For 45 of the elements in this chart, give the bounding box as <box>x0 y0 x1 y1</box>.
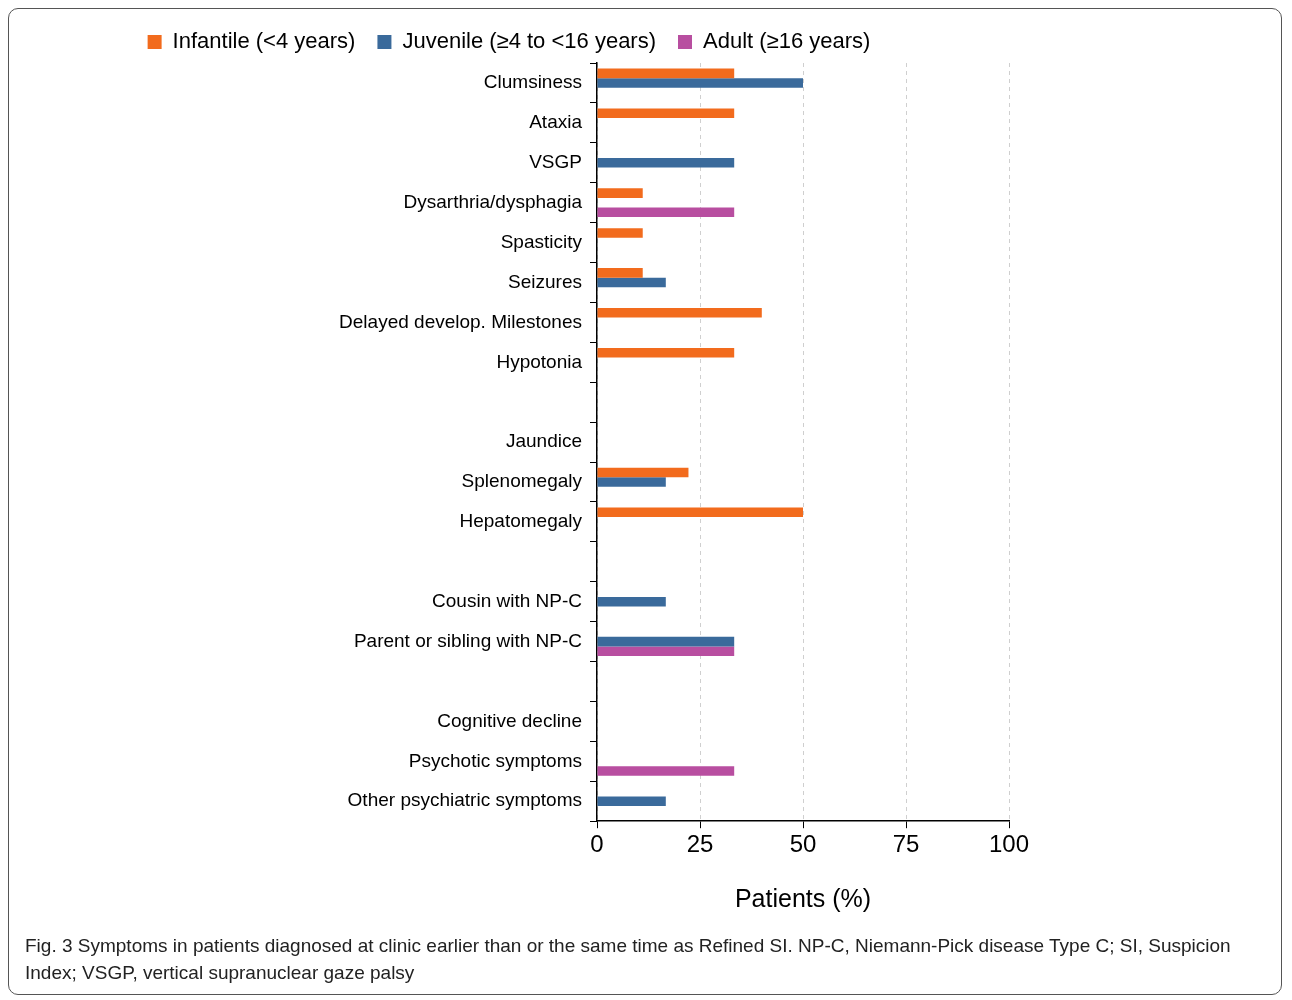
bar <box>597 596 666 607</box>
bar <box>597 108 735 119</box>
legend-label: Juvenile (≥4 to <16 years) <box>402 28 657 54</box>
x-tick-label: 100 <box>988 830 1030 858</box>
y-tick-label: Cognitive decline <box>437 709 582 731</box>
legend-label: Adult (≥16 years) <box>703 28 871 54</box>
y-tick-label: Cousin with NP-C <box>432 589 582 611</box>
y-tick-label: Jaundice <box>505 430 582 452</box>
x-axis-title: Patients (%) <box>734 883 872 912</box>
bar <box>597 188 643 198</box>
caption: Fig. 3 Symptoms in patients diagnosed at clinic earlier than or the same time as Refined SI. NP-C, Niemann-Pick disease Type C; SI, Suspicion Index; VSGP, vertical supranuclear gaze palsy <box>24 934 1232 985</box>
y-tick-label: Spasticity <box>500 230 583 252</box>
y-tick-label: Ataxia <box>529 111 583 133</box>
y-tick-label: Seizures <box>508 270 582 292</box>
bar <box>597 68 735 79</box>
bar <box>597 477 666 487</box>
y-tick-label: Hepatomegaly <box>459 510 583 532</box>
x-tick-label: 75 <box>892 830 920 858</box>
y-tick-label: VSGP <box>529 151 582 172</box>
x-tick-label: 25 <box>686 830 714 858</box>
y-tick-label: Parent or sibling with NP-C <box>353 629 582 651</box>
bar <box>597 157 735 168</box>
y-tick-label: Splenomegaly <box>461 470 583 492</box>
y-tick-label: Delayed develop. Milestones <box>339 310 582 332</box>
x-tick-label: 0 <box>590 830 604 858</box>
y-tick-label: Clumsiness <box>483 71 582 93</box>
bar <box>597 796 666 807</box>
y-tick-label: Hypotonia <box>496 350 583 372</box>
x-tick-label: 50 <box>789 830 817 858</box>
bar <box>597 78 803 88</box>
legend-label: Infantile (<4 years) <box>172 28 356 54</box>
bar <box>597 228 643 238</box>
bar <box>597 766 735 776</box>
bar <box>597 467 689 478</box>
bar <box>597 268 643 278</box>
bar <box>597 347 735 358</box>
y-tick-label: Dysarthria/dysphagia <box>403 190 583 212</box>
bar <box>597 308 762 318</box>
bar <box>597 636 735 647</box>
bar <box>597 277 666 288</box>
bar <box>597 646 735 656</box>
bar <box>597 507 803 518</box>
bar <box>597 207 735 218</box>
y-tick-label: Other psychiatric symptoms <box>347 789 582 811</box>
y-tick-label: Psychotic symptoms <box>408 749 582 771</box>
